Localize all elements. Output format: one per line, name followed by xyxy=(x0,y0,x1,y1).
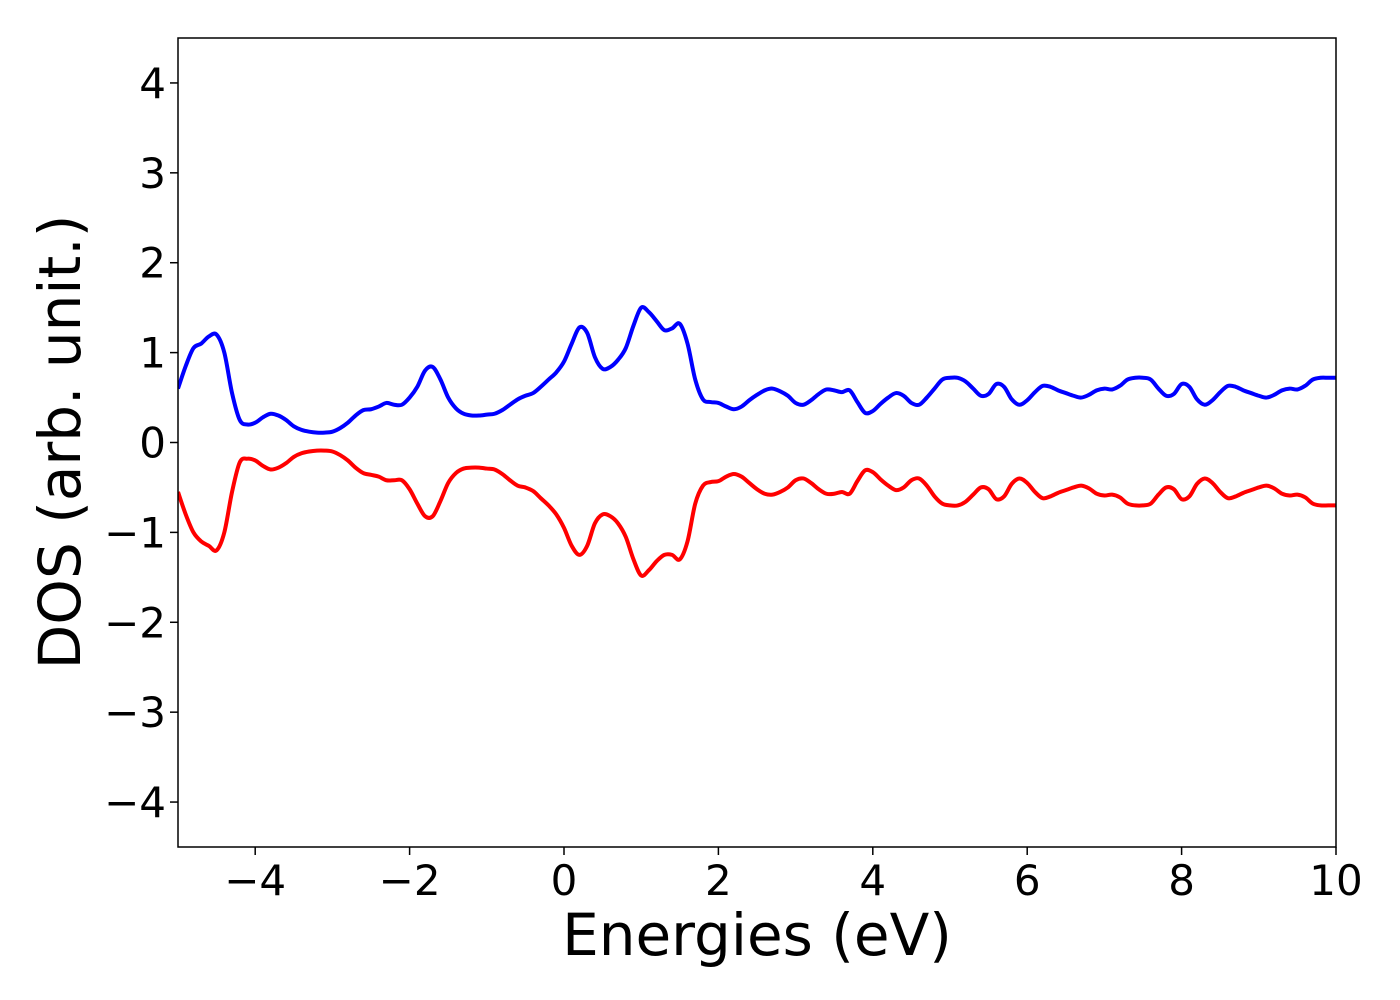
y-tick-label: 0 xyxy=(139,419,166,468)
x-tick-label: 0 xyxy=(551,856,578,905)
y-tick-label: 1 xyxy=(139,329,166,378)
y-tick-label: 2 xyxy=(139,239,166,288)
y-tick-label: −1 xyxy=(104,508,166,557)
x-tick-label: 2 xyxy=(705,856,732,905)
x-axis-ticks: −4 −2 0 2 4 6 8 10 xyxy=(224,847,1363,905)
y-tick-label: −3 xyxy=(104,688,166,737)
series-line-red xyxy=(178,448,1336,578)
x-tick-label: 4 xyxy=(859,856,886,905)
x-tick-label: 10 xyxy=(1309,856,1362,905)
series-line-blue xyxy=(178,305,1336,435)
axes-frame xyxy=(177,37,1337,848)
y-tick-label: −2 xyxy=(104,598,166,647)
x-axis-label: Energies (eV) xyxy=(562,901,952,969)
y-axis-label: DOS (arb. unit.) xyxy=(26,215,94,670)
x-tick-label: −2 xyxy=(379,856,441,905)
x-tick-label: 6 xyxy=(1014,856,1041,905)
y-tick-label: 4 xyxy=(139,59,166,108)
y-tick-label: −4 xyxy=(104,778,166,827)
x-tick-label: 8 xyxy=(1168,856,1195,905)
y-axis-ticks: −4 −3 −2 −1 0 1 2 3 4 xyxy=(104,59,178,827)
x-tick-label: −4 xyxy=(224,856,286,905)
y-tick-label: 3 xyxy=(139,149,166,198)
series-layer xyxy=(178,305,1336,578)
